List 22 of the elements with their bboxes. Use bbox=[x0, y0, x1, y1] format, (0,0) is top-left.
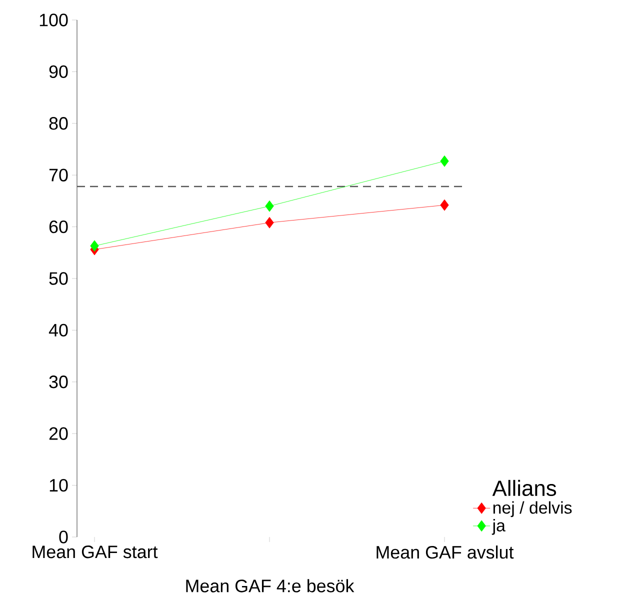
x-tick-label: Mean GAF avslut bbox=[376, 546, 514, 559]
x-tick-label: Mean GAF 4:e besök bbox=[186, 579, 354, 592]
point bbox=[440, 155, 449, 167]
point bbox=[440, 199, 449, 211]
y-tick-label: 50 bbox=[49, 272, 68, 285]
legend-label: nej / delvis bbox=[493, 501, 572, 518]
y-tick-label: 70 bbox=[49, 168, 68, 182]
y-tick-label: 60 bbox=[49, 220, 68, 234]
y-tick-label: 100 bbox=[40, 14, 68, 26]
y-tick-label: 80 bbox=[49, 117, 68, 130]
y-tick-label: 90 bbox=[49, 65, 68, 78]
point bbox=[265, 200, 274, 212]
y-tick-label: 10 bbox=[50, 478, 68, 492]
y-tick-label: 20 bbox=[49, 427, 68, 440]
point bbox=[90, 240, 99, 252]
y-tick-label: 0 bbox=[59, 530, 68, 544]
y-tick-label: 40 bbox=[48, 324, 68, 337]
legend-label: ja bbox=[492, 519, 506, 535]
point bbox=[265, 216, 274, 228]
x-tick-label: Mean GAF start bbox=[32, 546, 158, 558]
legend-title: Allians bbox=[492, 480, 556, 496]
y-tick-label: 30 bbox=[49, 376, 68, 388]
